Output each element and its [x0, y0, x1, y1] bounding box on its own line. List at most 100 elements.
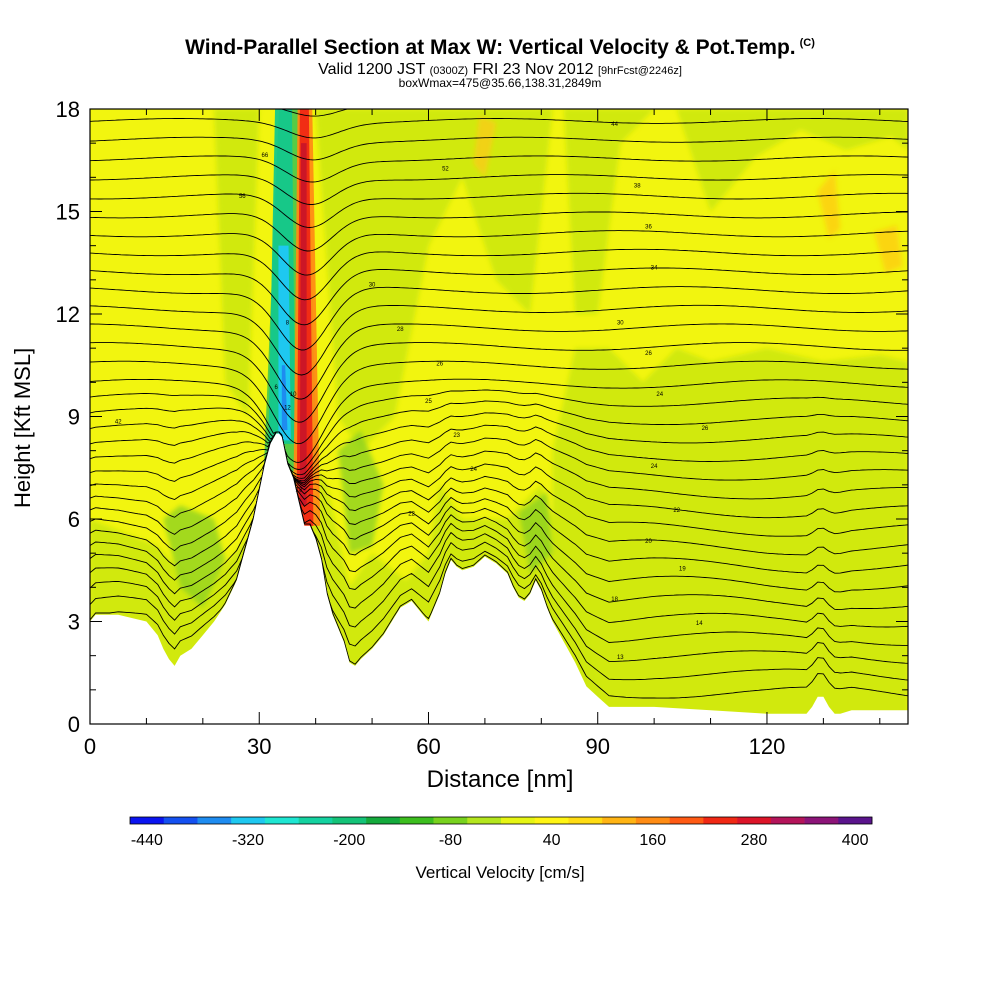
isentrope-line — [90, 431, 908, 519]
isentrope-label: 25 — [425, 399, 432, 405]
y-axis-label: Height [Kft MSL] — [10, 347, 35, 508]
isentrope-line — [90, 431, 908, 611]
isentrope-line — [90, 174, 908, 205]
colorbar-swatch — [737, 817, 772, 824]
box-info: boxWmax=475@35.66,138.31,2849m — [398, 76, 602, 90]
isentrope-label: 26 — [436, 361, 443, 367]
isentrope-label: 26 — [645, 351, 652, 357]
isentrope-lines — [90, 81, 908, 699]
isentrope-line — [90, 304, 908, 376]
downdraft-max — [281, 365, 288, 431]
chart-title: Wind-Parallel Section at Max W: Vertical… — [0, 36, 1000, 60]
weak-descent-region — [214, 109, 260, 417]
terrain-profile — [90, 433, 908, 724]
downdraft-core — [278, 245, 291, 441]
colorbar-swatch — [501, 817, 536, 824]
terrain — [90, 433, 908, 724]
isentrope-label: 18 — [611, 597, 618, 603]
isentrope-label: 44 — [611, 122, 618, 128]
colorbar-swatch — [366, 817, 401, 824]
colorbar-swatch — [231, 817, 266, 824]
isentrope-label: 8 — [286, 320, 290, 326]
isentrope-label: 10 — [290, 392, 297, 398]
isentrope-label: 24 — [651, 464, 658, 470]
isentrope-line — [90, 424, 908, 482]
colorbar-swatch — [635, 817, 670, 824]
isentrope-line — [90, 211, 908, 252]
isentrope-line — [90, 431, 908, 664]
colorbar: -440 -320 -200 -80 40 160 280 400 — [129, 816, 873, 849]
isentrope-label: 13 — [295, 488, 302, 494]
colorbar-swatch — [568, 817, 603, 824]
y-tick-label: 3 — [68, 610, 80, 635]
colorbar-swatch — [433, 817, 468, 824]
colorbar-swatch — [770, 817, 805, 824]
y-tick-label: 18 — [56, 97, 80, 122]
weak-descent-region — [563, 109, 655, 314]
isentrope-label: 36 — [645, 225, 652, 231]
weak-descent-region — [552, 348, 908, 724]
isentrope-line — [90, 192, 908, 228]
colorbar-swatch — [332, 817, 367, 824]
y-tick-label: 6 — [68, 507, 80, 532]
isentrope-label: 30 — [617, 320, 624, 326]
isentrope-line — [90, 431, 908, 681]
x-tick-label: 120 — [749, 734, 786, 759]
isentrope-label: 14 — [696, 621, 703, 627]
x-tick-label: 60 — [416, 734, 440, 759]
isentrope-line — [90, 431, 908, 537]
colorbar-swatch — [703, 817, 738, 824]
isentrope-label: 38 — [634, 184, 641, 190]
valid-main: Valid 1200 JST — [318, 61, 426, 78]
title-tag: (C) — [799, 37, 815, 49]
isentrope-line — [90, 431, 908, 646]
colorbar-swatch — [130, 817, 165, 824]
forecast-tag: [9hrFcst@2246z] — [597, 65, 682, 77]
isentrope-line — [90, 267, 908, 326]
updraft-core — [299, 143, 307, 506]
isentrope-label: 6 — [274, 385, 278, 391]
x-tick-label: 90 — [585, 734, 609, 759]
colorbar-tick-label: 400 — [842, 832, 869, 849]
isentrope-label: 19 — [679, 566, 686, 572]
isentrope-line — [90, 323, 908, 400]
isentrope-line — [90, 431, 908, 628]
colorbar-swatch — [534, 817, 569, 824]
isentrope-label: 22 — [408, 512, 415, 518]
y-tick-label: 9 — [68, 405, 80, 430]
isentrope-label: 56 — [239, 194, 246, 200]
isentrope-line — [90, 431, 908, 593]
colorbar-tick-label: 160 — [639, 832, 666, 849]
colorbar-swatch — [264, 817, 299, 824]
isentrope-label: 28 — [397, 327, 404, 333]
colorbar-tick-label: -440 — [131, 832, 163, 849]
isentrope-line — [90, 431, 908, 484]
colorbar-swatch — [467, 817, 502, 824]
colorbar-tick-label: -320 — [232, 832, 264, 849]
y-tick-label: 15 — [56, 200, 80, 225]
isentrope-label: 24 — [656, 392, 663, 398]
isentrope-label: 22 — [673, 508, 680, 514]
isentrope-line — [90, 431, 908, 574]
y-tick-label: 12 — [56, 302, 80, 327]
isentrope-label: 13 — [617, 655, 624, 661]
isentrope-line — [90, 389, 908, 470]
colorbar-swatch — [602, 817, 637, 824]
colorbar-tick-label: 40 — [543, 832, 561, 849]
colorbar-frame — [129, 816, 873, 825]
colorbar-tick-label: -200 — [333, 832, 365, 849]
isentrope-line — [90, 230, 908, 276]
descent-pocket — [518, 491, 553, 574]
chart-title-text: Wind-Parallel Section at Max W: Vertical… — [185, 36, 796, 59]
valid-date: FRI 23 Nov 2012 — [472, 61, 594, 78]
valid-utc: (0300Z) — [429, 65, 469, 77]
isentrope-label: 12 — [284, 406, 291, 412]
isentrope-label: 34 — [651, 266, 658, 272]
isentrope-labels: 42 66 56 52 44 38 36 34 30 26 24 26 24 22 20 19 18 14 13 30… — [115, 122, 709, 661]
isentrope-line — [90, 431, 908, 556]
isentrope-line — [90, 136, 908, 161]
isentrope-line — [90, 81, 908, 94]
isentrope-label: 26 — [702, 426, 709, 432]
